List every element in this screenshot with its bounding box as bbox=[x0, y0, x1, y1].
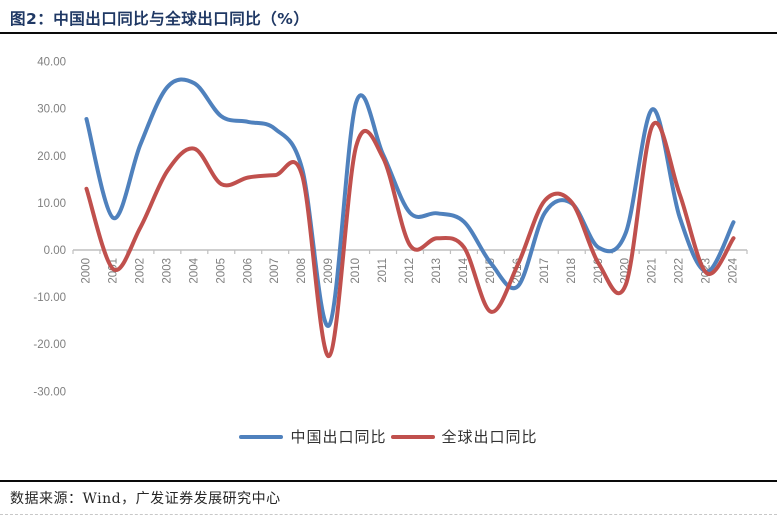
global-series-swatch bbox=[390, 434, 435, 439]
y-axis-tick-label: -10.00 bbox=[33, 292, 66, 304]
x-axis-year-label: 2019 bbox=[593, 258, 605, 284]
x-axis-year-label: 2024 bbox=[728, 257, 740, 283]
x-axis-year-label: 2000 bbox=[81, 258, 93, 284]
line-chart-svg: 40.00 30.00 20.00 10.00 0.00 -10.00 -20.00 -30.… bbox=[33, 57, 748, 398]
global-series-label: 全球出口同比 bbox=[441, 428, 538, 446]
chart-area: 40.00 30.00 20.00 10.00 0.00 -10.00 -20.00 -30.… bbox=[0, 40, 777, 415]
legend-item-china: 中国出口同比 bbox=[239, 426, 386, 447]
x-axis-year-label: 2017 bbox=[539, 258, 551, 284]
x-axis-year-label: 2002 bbox=[134, 258, 146, 284]
y-axis-tick-label: 10.00 bbox=[37, 198, 66, 210]
x-axis-year-label: 2004 bbox=[188, 257, 200, 283]
x-axis-year-label: 2007 bbox=[269, 258, 281, 284]
china-export-line bbox=[84, 77, 736, 328]
x-axis-year-label: 2018 bbox=[566, 258, 578, 284]
x-axis-year-label: 2005 bbox=[215, 258, 227, 284]
china-series-swatch bbox=[239, 434, 284, 439]
x-axis-year-label: 2003 bbox=[161, 258, 173, 284]
x-axis-year-label: 2022 bbox=[674, 258, 686, 284]
x-axis-year-label: 2011 bbox=[377, 258, 389, 283]
y-axis-tick-label: 40.00 bbox=[37, 57, 66, 69]
legend-item-global: 全球出口同比 bbox=[390, 426, 538, 447]
x-axis-year-label: 2010 bbox=[350, 258, 362, 284]
footer-divider-line bbox=[0, 480, 777, 482]
x-axis-year-label: 2014 bbox=[458, 257, 470, 283]
footer-dashed-line bbox=[0, 514, 777, 515]
y-axis-tick-label: 30.00 bbox=[37, 104, 66, 116]
y-axis-tick-label: -30.00 bbox=[33, 386, 66, 398]
x-axis-year-label: 2006 bbox=[242, 258, 254, 284]
chart-title: 图2：中国出口同比与全球出口同比（%） bbox=[10, 10, 310, 28]
data-source-text: 数据来源：Wind，广发证券发展研究中心 bbox=[10, 491, 281, 507]
x-axis-year-label: 2012 bbox=[404, 258, 416, 284]
x-axis-year-label: 2021 bbox=[647, 258, 659, 284]
x-axis-year-label: 2009 bbox=[323, 258, 335, 284]
title-divider-line bbox=[0, 32, 777, 34]
chart-legend: 中国出口同比 全球出口同比 bbox=[0, 426, 777, 447]
china-series-label: 中国出口同比 bbox=[290, 428, 387, 446]
x-axis-year-label: 2008 bbox=[296, 258, 308, 284]
x-axis-year-label: 2013 bbox=[431, 258, 443, 284]
y-axis-tick-label: 0.00 bbox=[44, 245, 66, 257]
y-axis-tick-label: 20.00 bbox=[37, 151, 66, 163]
y-axis-tick-label: -20.00 bbox=[33, 339, 66, 351]
global-export-line bbox=[84, 120, 736, 359]
